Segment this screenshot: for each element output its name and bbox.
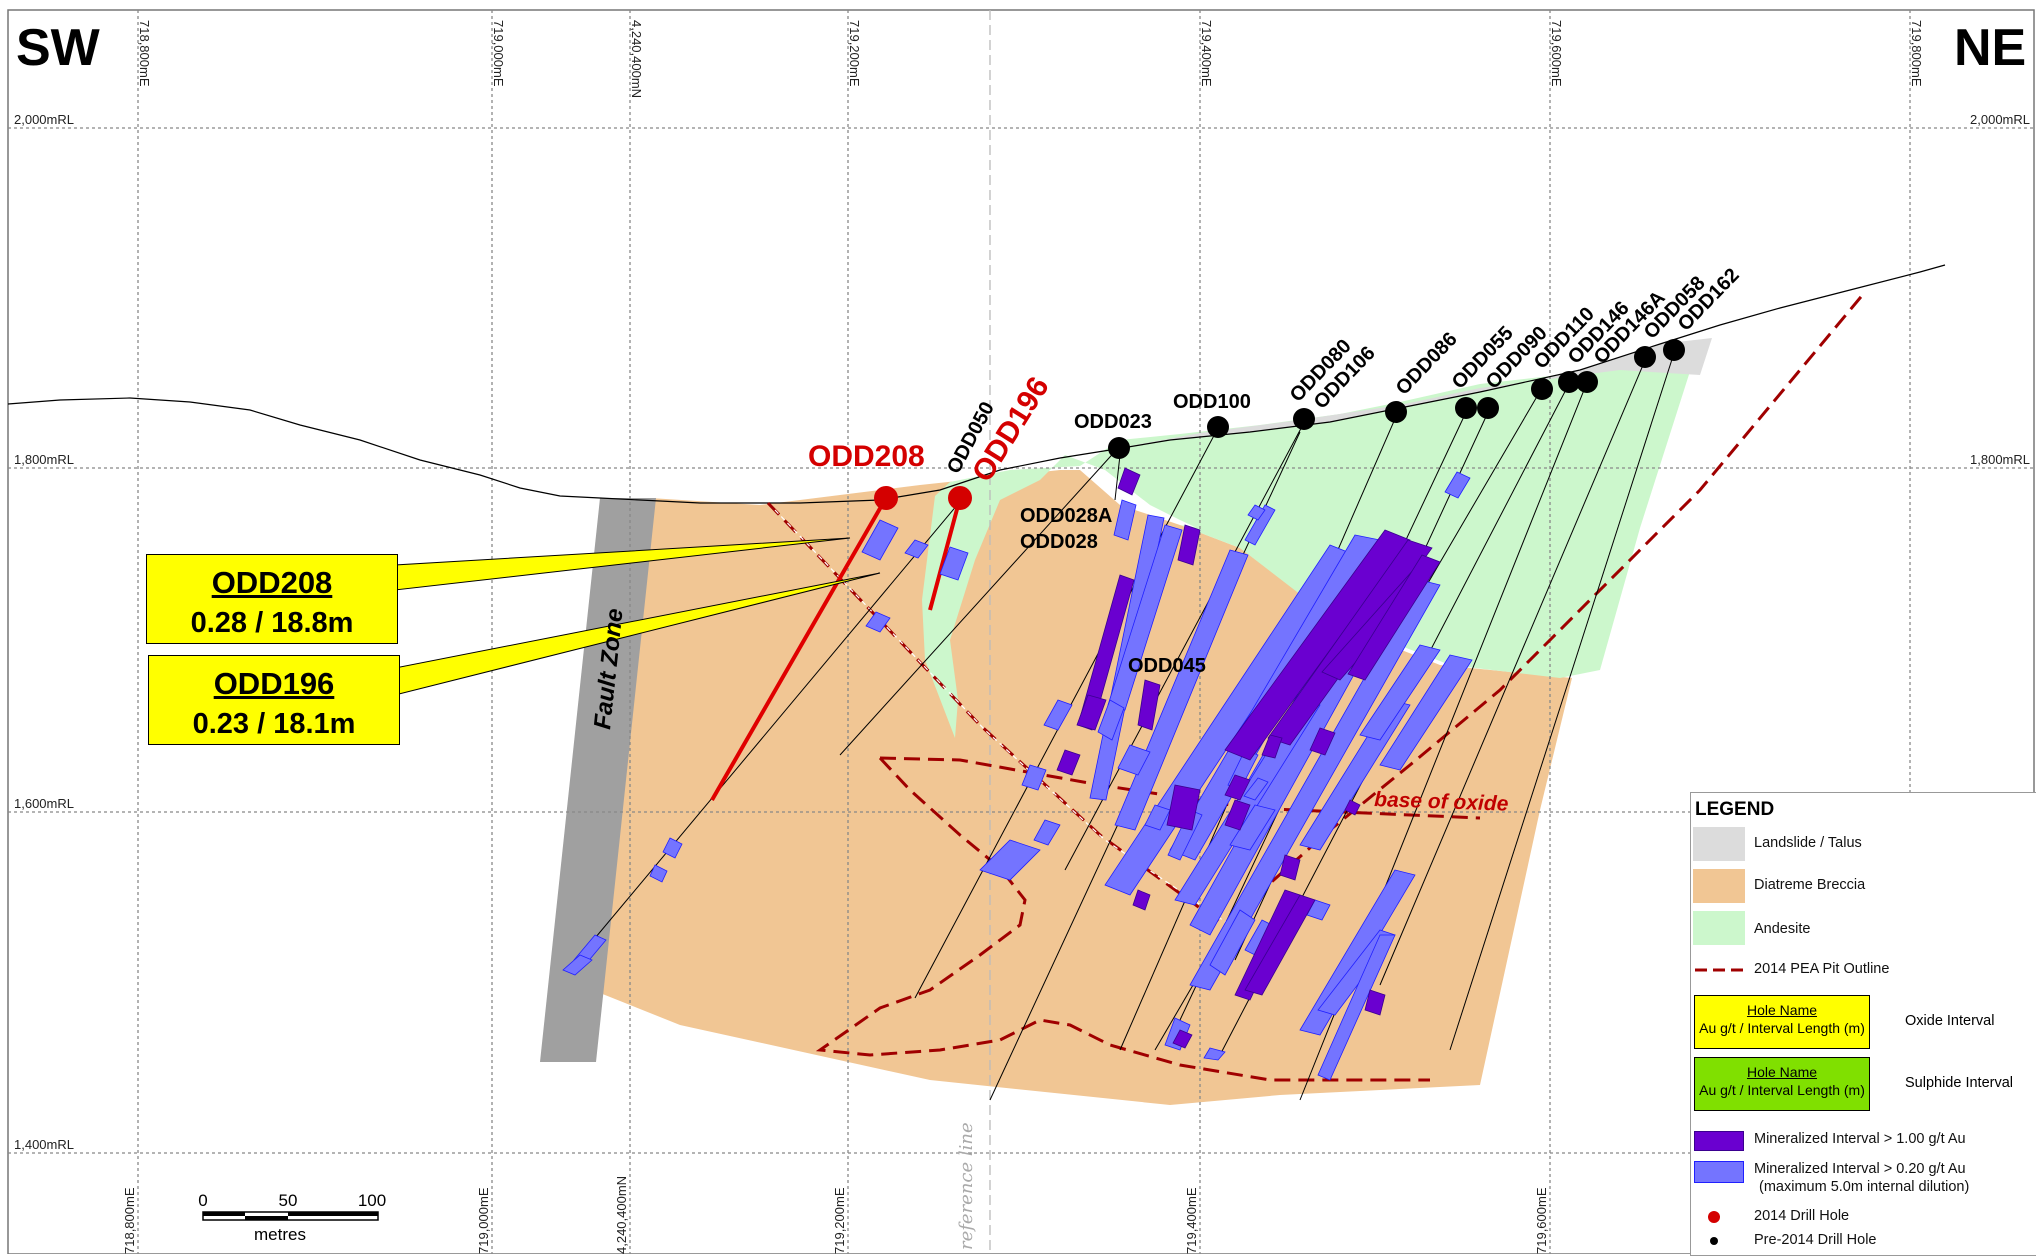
legend-sublabel: (maximum 5.0m internal dilution): [1759, 1179, 1970, 1195]
pre2014-collars: [1108, 339, 1685, 459]
rl-label-left: 1,400mRL: [14, 1137, 74, 1152]
legend-label: Landslide / Talus: [1754, 835, 1862, 851]
andesite-zone: [935, 340, 1700, 678]
rl-label-right: 2,000mRL: [1970, 112, 2030, 127]
orientation-sw: SW: [16, 19, 100, 77]
drill-hole-label: ODD028A: [1020, 505, 1112, 527]
drill-2014-collars: [874, 486, 972, 510]
drill-hole-label-2014: ODD208: [808, 440, 925, 473]
legend-box-value: Au g/t / Interval Length (m): [1699, 1082, 1865, 1098]
callout-value: 0.28 / 18.8m: [190, 607, 354, 639]
andesite-swatch: [1693, 911, 1745, 945]
legend-label: Andesite: [1754, 921, 1811, 937]
legend-side-label: Oxide Interval: [1905, 1013, 1995, 1029]
easting-bottom-label: 719,600mE: [1534, 1187, 1549, 1254]
rl-label-right: 1,800mRL: [1970, 452, 2030, 467]
mineral-low-swatch: [1694, 1161, 1744, 1183]
drill-hole-label: ODD045: [1128, 655, 1206, 677]
easting-top-label: 719,400mE: [1199, 20, 1214, 87]
legend-title: LEGEND: [1695, 799, 1775, 820]
easting-top-label: 719,800mE: [1909, 20, 1924, 87]
drill-hole-label: ODD086: [1392, 328, 1462, 399]
diatreme-swatch: [1693, 869, 1745, 903]
legend-side-label: Sulphide Interval: [1905, 1075, 2014, 1091]
drill-pre2014-dot: [1710, 1237, 1718, 1245]
callout-value: 0.23 / 18.1m: [192, 708, 356, 740]
pit-outline-white-trace: [774, 509, 1231, 926]
oxide-swatch-box: Hole Name Au g/t / Interval Length (m): [1694, 995, 1870, 1049]
drill-2014-dot: [1708, 1211, 1720, 1223]
scale-unit-label: metres: [254, 1225, 306, 1244]
scale-tick-label: 100: [358, 1191, 386, 1210]
scale-bar-graphic: [202, 1211, 379, 1221]
callout-hole-name: ODD196: [213, 666, 335, 701]
easting-bottom-label: 719,400mE: [1184, 1187, 1199, 1254]
rl-label-left: 1,600mRL: [14, 796, 74, 811]
drill-hole-label: ODD023: [1074, 411, 1152, 433]
easting-top-label: 718,800mE: [137, 20, 152, 87]
pit-outline-swatch: [1695, 968, 1749, 972]
andesite-wedge: [922, 496, 1000, 738]
mineralized-intervals-high: [1056, 467, 1441, 1049]
easting-top-label: 719,600mE: [1549, 20, 1564, 87]
drill-hole-label: ODD028: [1020, 531, 1098, 553]
drill-hole-label: ODD100: [1173, 391, 1251, 413]
orientation-ne: NE: [1954, 19, 2027, 77]
easting-bottom-label: 718,800mE: [122, 1187, 137, 1254]
legend-box-name: Hole Name: [1746, 1064, 1818, 1080]
drill-hole-2014-traces: [710, 497, 962, 801]
easting-top-label: 719,200mE: [847, 20, 862, 87]
legend-label: Mineralized Interval > 1.00 g/t Au: [1754, 1131, 1966, 1147]
legend-label: 2014 PEA Pit Outline: [1754, 961, 1890, 977]
fault-zone: [540, 498, 656, 1062]
landslide-swatch: [1693, 827, 1745, 861]
easting-bottom-label: 719,000mE: [476, 1187, 491, 1254]
legend-box-value: Au g/t / Interval Length (m): [1699, 1020, 1865, 1036]
legend-label: 2014 Drill Hole: [1754, 1208, 1850, 1224]
base-of-oxide-label: base of oxide: [1374, 788, 1509, 816]
topography-line: [7, 264, 1946, 504]
callout-odd196: ODD196 0.23 / 18.1m: [148, 655, 400, 745]
scale-tick-label: 50: [279, 1191, 298, 1210]
reference-line-label: reference line: [956, 1122, 977, 1250]
mineral-high-swatch: [1694, 1131, 1744, 1151]
legend-box-name: Hole Name: [1746, 1002, 1818, 1018]
sulphide-swatch-box: Hole Name Au g/t / Interval Length (m): [1694, 1057, 1870, 1111]
callout-odd208: ODD208 0.28 / 18.8m: [146, 554, 398, 644]
northing-top-label: 4,240,400mN: [629, 20, 644, 98]
legend-panel: LEGEND Landslide / Talus Diatreme Brecci…: [1690, 792, 2036, 1256]
rl-label-left: 1,800mRL: [14, 452, 74, 467]
legend-label: Mineralized Interval > 0.20 g/t Au: [1754, 1161, 1966, 1177]
scale-tick-label: 0: [198, 1191, 207, 1210]
legend-label: Pre-2014 Drill Hole: [1754, 1232, 1877, 1248]
legend-label: Diatreme Breccia: [1754, 877, 1866, 893]
rl-label-left: 2,000mRL: [14, 112, 74, 127]
easting-top-label: 719,000mE: [491, 20, 506, 87]
section-frame: [7, 9, 2035, 1254]
easting-bottom-label: 719,200mE: [832, 1187, 847, 1254]
callout-hole-name: ODD208: [211, 565, 333, 600]
northing-bottom-label: 4,240,400mN: [614, 1176, 629, 1254]
